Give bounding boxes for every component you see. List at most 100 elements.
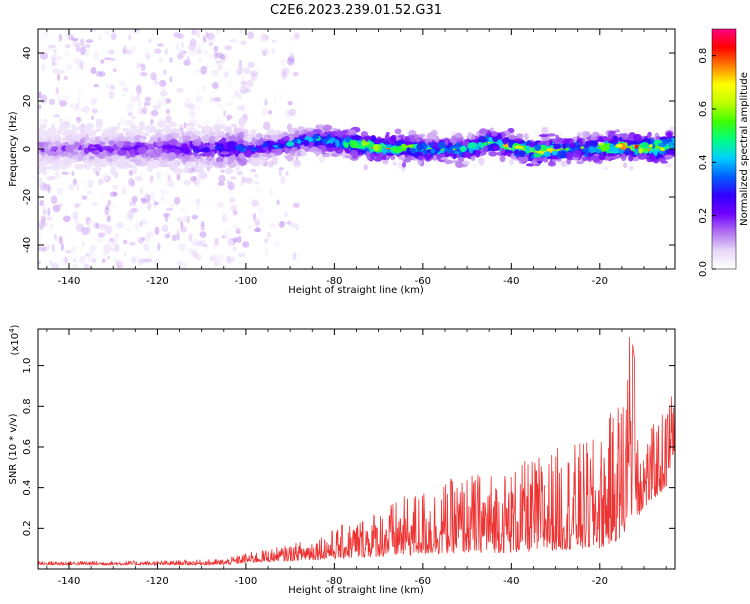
spectrogram-ridge-blob (398, 155, 406, 161)
spectrogram-noise-blob (46, 216, 53, 221)
spectrogram-noise-blob (193, 178, 200, 187)
spectrogram-ridge-blob (67, 136, 74, 140)
spectrogram-noise-blob (188, 49, 197, 56)
spectrogram-noise-blob (281, 58, 286, 67)
spectrogram-ridge-blob (146, 151, 157, 156)
spectrogram-ridge-blob (253, 162, 260, 167)
spectrogram-noise-blob (269, 188, 273, 196)
spectrogram-noise-blob (83, 43, 91, 49)
spectrogram-noise-blob (138, 99, 142, 108)
spectrogram-ridge-blob (110, 164, 116, 173)
spectrogram-ridge-blob (621, 133, 629, 141)
spectrogram-noise-blob (128, 169, 134, 176)
spectrogram-ridge-blob (633, 133, 642, 142)
spectrogram-noise-blob (53, 113, 61, 118)
spectrogram-noise-blob (38, 91, 42, 99)
spectrogram-noise-blob (239, 105, 246, 111)
snr-y-multiplier-open: (x10 (10, 333, 21, 356)
spectrogram-ridge-blob (239, 131, 244, 139)
spectrogram-noise-blob (240, 76, 246, 80)
spectrogram-ridge-blob (184, 161, 195, 168)
spectrogram-noise-blob (142, 105, 148, 115)
snr-y-tick-label: 0.6 (22, 439, 33, 455)
spectrogram-ridge-blob (146, 164, 154, 173)
spectrogram-ridge-blob (620, 153, 627, 161)
spectrogram-noise-blob (164, 213, 169, 223)
spectrogram-noise-blob (53, 175, 62, 180)
spectrogram-noise-blob (104, 30, 111, 35)
spectrogram-ridge-blob (60, 162, 65, 170)
spectrogram-ridge-blob (127, 127, 137, 134)
spectrogram-ridge-blob (374, 139, 384, 144)
spectrogram-ridge-blob (117, 132, 124, 136)
spectrogram-noise-blob (195, 29, 203, 34)
spectrogram-noise-blob (263, 121, 271, 131)
spectrogram-ridge-blob (363, 136, 373, 140)
spectrogram-ridge-blob (228, 135, 238, 143)
spectrogram-noise-blob (273, 97, 277, 105)
spectrogram-ridge-blob (530, 155, 535, 159)
spectrogram-noise-blob (246, 79, 254, 88)
spectrogram-noise-blob (392, 161, 397, 166)
spectrogram-noise-blob (47, 207, 51, 216)
spectrogram-noise-blob (286, 57, 295, 66)
spectrogram-noise-blob (90, 115, 95, 121)
spectrogram-noise-blob (176, 87, 184, 93)
spectrogram-noise-blob (288, 108, 297, 116)
spectrogram-ridge-blob (84, 133, 89, 142)
spectrogram-noise-blob (121, 183, 128, 189)
spectrogram-ridge-blob (649, 152, 655, 159)
spectrogram-noise-blob (168, 56, 173, 60)
spectrogram-ridge-blob (100, 133, 107, 138)
spectrogram-ridge-blob (237, 157, 248, 166)
snr-series-line (38, 337, 675, 567)
spectrogram-ridge-blob (528, 143, 536, 147)
spectrogram-noise-blob (180, 41, 185, 50)
spectrogram-noise-blob (135, 29, 140, 32)
spectrogram-noise-blob (165, 207, 174, 212)
spectrogram-noise-blob (63, 75, 68, 80)
spectrogram-noise-blob (86, 253, 94, 263)
spectrogram-noise-blob (230, 123, 237, 128)
spectrogram-ridge-blob (377, 136, 382, 140)
spectrogram-noise-blob (236, 235, 242, 243)
spectrogram-noise-blob (278, 168, 283, 177)
spectrogram-ridge-blob (584, 140, 590, 149)
spectrogram-noise-blob (262, 108, 268, 116)
spectrogram-noise-blob (54, 60, 59, 67)
spectrogram-noise-blob (559, 130, 564, 138)
spectrogram-noise-blob (119, 260, 124, 266)
spectrogram-noise-blob (121, 93, 126, 97)
spectrogram-ridge-blob (205, 156, 214, 161)
spectrogram-noise-blob (665, 163, 673, 168)
spectrogram-noise-blob (80, 107, 85, 112)
spectrogram-ridge-blob (174, 148, 181, 155)
spectrogram-noise-blob (273, 241, 281, 248)
spectrogram-ridge-blob (659, 136, 668, 140)
spectrogram-noise-blob (62, 215, 71, 223)
spectrogram-ridge-blob (208, 136, 217, 144)
spectrogram-ridge-blob (412, 153, 420, 157)
spectrogram-x-ticks: -140 -120 -100 -80 -60 -40 -20 (46, 29, 667, 287)
spectrogram-ridge-blob (312, 128, 322, 135)
spectrogram-ridge-blob (629, 141, 640, 145)
spectrogram-ridge-blob (51, 123, 56, 132)
spectrogram-ridge-blob (185, 123, 196, 127)
spectrogram-ridge-blob (61, 136, 66, 144)
spectrogram-ridge-blob (103, 137, 110, 144)
spectrogram-noise-blob (49, 223, 54, 230)
spectrogram-ridge-blob (405, 141, 410, 146)
spectrogram-noise-blob (203, 120, 211, 126)
spectrogram-noise-blob (187, 103, 196, 110)
spectrogram-noise-blob (202, 35, 207, 43)
spectrogram-noise-blob (119, 115, 127, 125)
spectrogram-noise-blob (83, 263, 90, 269)
spectrogram-ridge-blob (581, 157, 588, 162)
spectrogram-ridge-blob (640, 142, 650, 150)
spectrogram-noise-blob (80, 46, 86, 56)
spectrogram-noise-blob (91, 202, 99, 207)
spectrogram-noise-blob (287, 100, 293, 106)
spectrogram-ridge-blob (205, 160, 211, 165)
spectrogram-ridge-blob (507, 134, 517, 140)
spectrogram-ridge-blob (545, 140, 550, 147)
